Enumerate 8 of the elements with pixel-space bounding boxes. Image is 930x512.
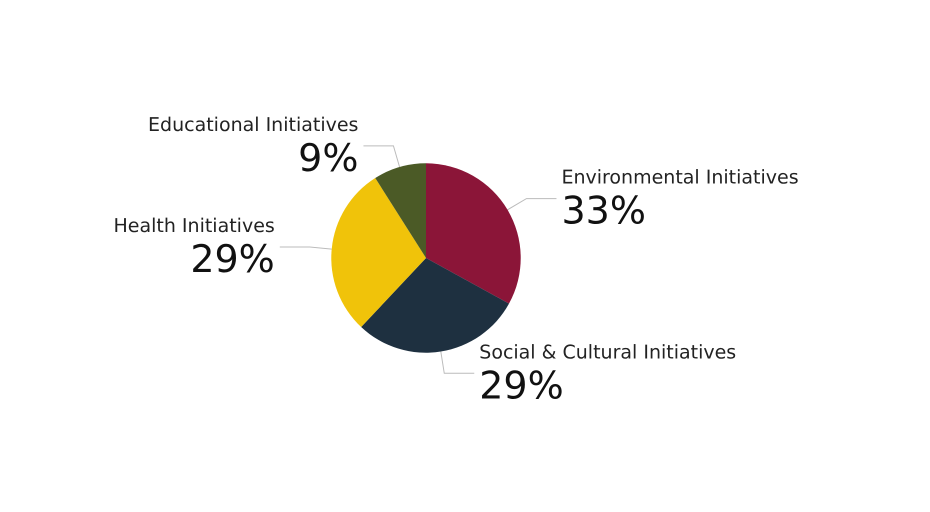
slice-label: Health Initiatives	[114, 215, 275, 238]
data-label: 29%	[479, 363, 564, 408]
slice-label: Environmental Initiatives	[561, 166, 799, 189]
data-label: 33%	[561, 188, 646, 233]
data-label: 29%	[190, 237, 275, 282]
data-label: 9%	[298, 136, 358, 180]
slice-label: Social & Cultural Initiatives	[479, 341, 736, 364]
slice-label: Educational Initiatives	[148, 114, 358, 136]
